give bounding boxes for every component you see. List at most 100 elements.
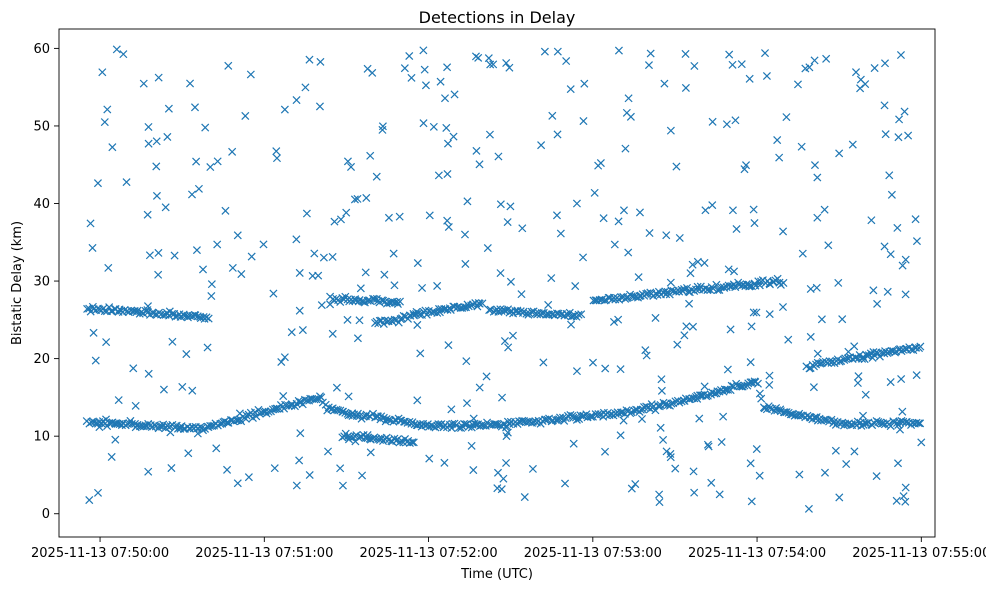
detection-point xyxy=(666,126,675,135)
detection-point xyxy=(701,206,710,215)
detection-point xyxy=(436,77,445,86)
detection-point xyxy=(443,216,452,225)
detection-point xyxy=(330,217,339,226)
detection-point xyxy=(419,119,428,128)
detection-point xyxy=(907,345,916,354)
detection-point xyxy=(723,365,732,374)
detection-point xyxy=(635,208,644,217)
detection-point xyxy=(144,369,153,378)
detection-point xyxy=(144,139,153,148)
detection-point xyxy=(405,51,414,61)
detection-point xyxy=(553,47,562,56)
detection-point xyxy=(765,310,774,319)
detection-point xyxy=(887,190,896,199)
detection-point xyxy=(122,178,131,187)
detection-point xyxy=(143,302,153,311)
detection-point xyxy=(757,394,766,403)
detection-point xyxy=(880,242,889,251)
detection-point xyxy=(292,235,301,244)
detection-point xyxy=(440,94,450,103)
detection-point xyxy=(462,357,471,366)
detection-point xyxy=(750,279,759,288)
detection-point xyxy=(657,386,666,395)
x-tick-label: 2025-11-13 07:51:00 xyxy=(195,546,333,561)
detection-point xyxy=(191,311,200,320)
detection-point xyxy=(86,219,95,228)
detection-point xyxy=(88,243,97,252)
detection-point xyxy=(731,283,740,292)
x-tick-label: 2025-11-13 07:50:00 xyxy=(31,546,169,561)
detection-point xyxy=(202,313,211,322)
detection-point xyxy=(599,214,608,223)
detection-point xyxy=(666,453,675,462)
detection-point xyxy=(444,341,453,350)
detection-point xyxy=(854,372,863,381)
detection-point xyxy=(708,117,717,126)
detection-point xyxy=(100,118,109,127)
detection-point xyxy=(198,265,208,274)
detection-point xyxy=(343,315,352,324)
detection-point xyxy=(873,299,882,308)
detection-point xyxy=(114,396,123,405)
detection-point xyxy=(407,73,416,82)
detection-point xyxy=(796,411,805,420)
detection-point xyxy=(131,401,140,410)
detection-point xyxy=(478,299,487,308)
detection-point xyxy=(139,79,148,88)
detection-point xyxy=(856,75,865,84)
detection-point xyxy=(673,340,682,349)
detection-point xyxy=(817,315,826,324)
detection-point xyxy=(917,438,926,447)
detection-point xyxy=(224,61,233,70)
detection-point xyxy=(233,479,242,488)
detection-point xyxy=(346,162,356,171)
detection-point xyxy=(809,383,818,392)
detection-point xyxy=(717,438,726,447)
detection-point xyxy=(746,459,755,468)
detection-point xyxy=(295,456,304,465)
x-tick-label: 2025-11-13 07:54:00 xyxy=(688,546,826,561)
detection-point xyxy=(384,415,393,424)
detection-point xyxy=(897,374,906,384)
detection-point xyxy=(753,379,762,388)
detection-point xyxy=(548,416,557,425)
detection-point xyxy=(164,104,173,113)
detection-point xyxy=(270,464,279,473)
detection-point xyxy=(178,382,187,391)
detection-point xyxy=(856,84,865,93)
detection-point xyxy=(102,338,111,347)
detection-point xyxy=(812,413,821,422)
detection-point xyxy=(193,429,202,438)
detection-point xyxy=(634,273,643,282)
detection-point xyxy=(589,296,598,305)
detection-point xyxy=(264,407,273,416)
detection-point xyxy=(372,172,381,181)
detection-point xyxy=(779,278,788,287)
detection-point xyxy=(728,206,737,215)
detection-point xyxy=(449,132,458,141)
detection-point xyxy=(378,125,387,134)
detection-point xyxy=(305,470,314,480)
detection-point xyxy=(662,231,671,240)
detection-point xyxy=(246,70,255,79)
detection-point xyxy=(207,291,216,301)
detection-point xyxy=(228,147,237,156)
detection-point xyxy=(104,263,113,272)
detection-point xyxy=(916,342,925,351)
detection-point xyxy=(369,294,378,303)
detection-point xyxy=(204,314,213,323)
detection-point xyxy=(765,371,774,380)
detection-point xyxy=(353,194,362,203)
detection-point xyxy=(489,60,498,69)
detection-point xyxy=(862,351,871,360)
detection-point xyxy=(464,422,473,431)
detection-point xyxy=(587,412,596,421)
detection-point xyxy=(443,169,452,179)
detection-point xyxy=(461,259,470,268)
detection-point xyxy=(242,411,251,420)
detection-point xyxy=(201,123,210,132)
detection-point xyxy=(680,331,689,340)
detection-point xyxy=(419,46,428,55)
detection-point xyxy=(681,49,690,58)
detection-point xyxy=(433,281,442,290)
